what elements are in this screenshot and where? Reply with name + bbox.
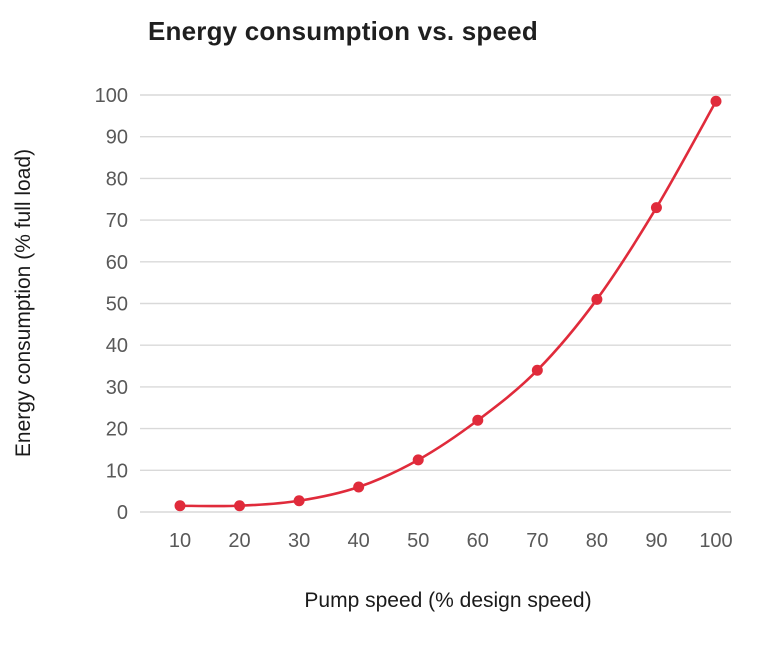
- y-tick-label: 100: [95, 85, 128, 107]
- gridlines-group: [140, 94, 731, 513]
- chart-title: Energy consumption vs. speed: [148, 16, 538, 46]
- data-point: [234, 500, 246, 512]
- y-tick-label: 90: [106, 127, 128, 149]
- data-points-group: [174, 95, 722, 512]
- data-point: [472, 414, 484, 426]
- y-tick-label: 20: [106, 419, 128, 441]
- y-tick-labels-group: 0 10 20 30 40 50 60 70 80 90 100: [95, 85, 128, 524]
- x-tick-label: 30: [288, 530, 310, 552]
- x-tick-label: 50: [407, 530, 429, 552]
- x-tick-label: 70: [526, 530, 548, 552]
- data-point: [412, 454, 424, 466]
- data-point: [591, 293, 603, 305]
- data-point: [293, 495, 305, 507]
- y-tick-label: 60: [106, 252, 128, 274]
- chart-svg: 0 10 20 30 40 50 60 70 80 90 100 10 20 30 40 50 60 70 80 9…: [12, 85, 733, 612]
- data-point: [174, 500, 186, 512]
- y-tick-label: 70: [106, 210, 128, 232]
- data-point: [353, 481, 365, 493]
- y-axis-label: Energy consumption (% full load): [12, 149, 35, 457]
- y-tick-label: 10: [106, 460, 128, 482]
- y-tick-label: 30: [106, 377, 128, 399]
- y-tick-label: 50: [106, 294, 128, 316]
- x-axis-label: Pump speed (% design speed): [304, 589, 591, 612]
- y-tick-label: 0: [117, 502, 128, 524]
- x-tick-label: 10: [169, 530, 191, 552]
- data-point: [531, 364, 543, 376]
- x-tick-labels-group: 10 20 30 40 50 60 70 80 90 100: [169, 530, 733, 552]
- x-tick-label: 20: [228, 530, 250, 552]
- y-tick-label: 80: [106, 168, 128, 190]
- data-point: [650, 202, 662, 214]
- y-tick-label: 40: [106, 335, 128, 357]
- x-tick-label: 80: [586, 530, 608, 552]
- data-point: [710, 95, 722, 107]
- x-tick-label: 100: [699, 530, 732, 552]
- x-tick-label: 40: [348, 530, 370, 552]
- x-tick-label: 60: [467, 530, 489, 552]
- x-tick-label: 90: [645, 530, 667, 552]
